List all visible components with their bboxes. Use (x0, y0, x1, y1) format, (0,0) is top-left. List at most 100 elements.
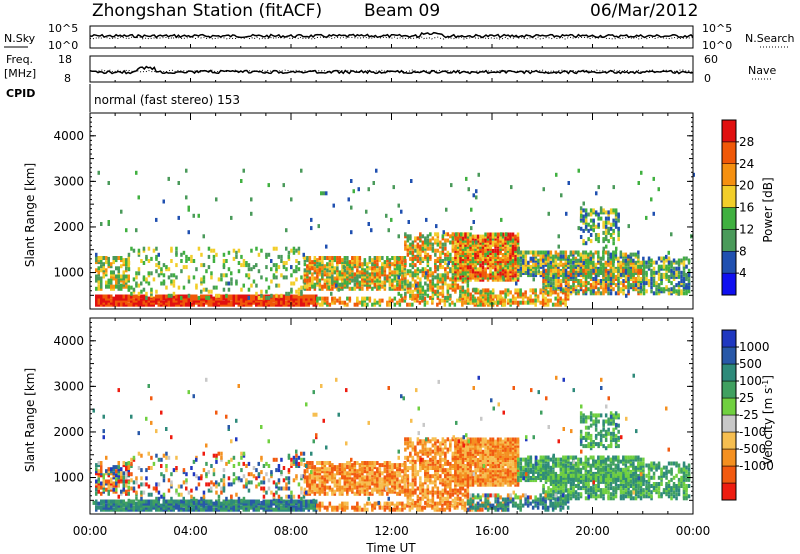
heat-cell (170, 480, 173, 485)
heat-cell (287, 296, 290, 301)
heat-cell (363, 302, 367, 307)
heat-cell (564, 268, 568, 273)
heat-cell (353, 272, 357, 277)
heat-cell (476, 288, 480, 293)
heat-cell (634, 264, 638, 269)
heat-cell (426, 275, 430, 280)
heat-cell (100, 264, 103, 269)
heat-cell (97, 278, 100, 283)
heat-cell (393, 503, 397, 508)
heat-cell (406, 252, 410, 257)
heat-cell (509, 267, 512, 272)
heat-cell (451, 271, 455, 276)
heat-cell (122, 499, 125, 504)
heat-cell (125, 294, 128, 299)
heat-cell (323, 256, 327, 260)
heat-cell (559, 285, 563, 290)
heat-cell (107, 294, 110, 299)
heat-cell (496, 234, 500, 239)
heat-cell (285, 228, 288, 233)
heat-cell (280, 259, 283, 263)
heat-cell (245, 273, 248, 278)
heat-cell (632, 277, 635, 281)
heat-cell (100, 283, 103, 288)
heat-cell (552, 264, 555, 269)
heat-cell (190, 294, 193, 299)
heat-cell (687, 285, 690, 290)
heat-cell (511, 244, 515, 249)
heat-cell (401, 286, 404, 291)
heat-cell (182, 480, 186, 485)
heat-cell (356, 501, 359, 506)
heat-cell (403, 298, 407, 303)
heat-cell (524, 290, 527, 295)
heat-cell (479, 257, 482, 262)
nsky-tick-high: 10^5 (48, 22, 78, 35)
heat-cell (660, 264, 663, 269)
heat-cell (245, 300, 248, 305)
heat-cell (569, 277, 573, 281)
heat-cell (489, 269, 492, 274)
heat-cell (602, 262, 605, 267)
heat-cell (584, 212, 588, 217)
heat-cell (285, 482, 288, 487)
heat-cell (655, 260, 658, 265)
heat-cell (652, 291, 656, 296)
heat-cell (579, 273, 583, 278)
heat-cell (140, 259, 143, 263)
heat-cell (549, 298, 552, 303)
heat-cell (424, 275, 427, 280)
heat-cell (190, 254, 193, 259)
heat-cell (614, 291, 618, 296)
colorbar-segment (721, 163, 737, 186)
heat-cell (137, 451, 141, 456)
heat-cell (501, 238, 505, 243)
heat-cell (318, 302, 322, 307)
heat-cell (431, 246, 435, 251)
heat-cell (122, 461, 125, 465)
heat-cell (308, 282, 312, 287)
heat-cell (100, 286, 103, 291)
heat-cell (531, 298, 535, 303)
heat-cell (351, 266, 354, 271)
heat-cell (587, 256, 590, 261)
heat-cell (436, 302, 439, 307)
heat-cell (346, 270, 349, 275)
heat-cell (532, 269, 535, 273)
heat-cell (397, 256, 400, 261)
heat-cell (549, 268, 553, 273)
heat-cell (632, 269, 635, 273)
heat-cell (484, 288, 487, 293)
heat-cell (393, 296, 397, 301)
heat-cell (356, 260, 359, 265)
heat-cell (210, 275, 213, 280)
heat-cell (547, 250, 550, 255)
heat-cell (464, 251, 467, 255)
heat-cell (125, 282, 128, 287)
heat-cell (125, 258, 128, 263)
heat-cell (130, 457, 133, 462)
heat-cell (97, 469, 100, 474)
heat-cell (250, 501, 253, 506)
heat-cell (475, 240, 478, 245)
heat-cell (524, 250, 528, 255)
heat-cell (587, 264, 590, 269)
heat-cell (313, 487, 317, 492)
heat-cell (107, 181, 110, 185)
heat-cell (604, 277, 608, 281)
heat-cell (506, 298, 510, 303)
heat-cell (200, 499, 203, 504)
heat-cell (441, 265, 445, 270)
heat-cell (165, 501, 168, 506)
heat-cell (559, 270, 563, 275)
heat-cell (333, 479, 337, 484)
heat-cell (401, 507, 404, 512)
heat-cell (461, 277, 465, 282)
heat-cell (454, 271, 457, 276)
heat-cell (120, 501, 123, 506)
heat-cell (230, 457, 233, 462)
heat-cell (351, 467, 354, 472)
heat-cell (356, 469, 359, 474)
heat-cell (476, 267, 480, 272)
heat-cell (549, 285, 553, 290)
